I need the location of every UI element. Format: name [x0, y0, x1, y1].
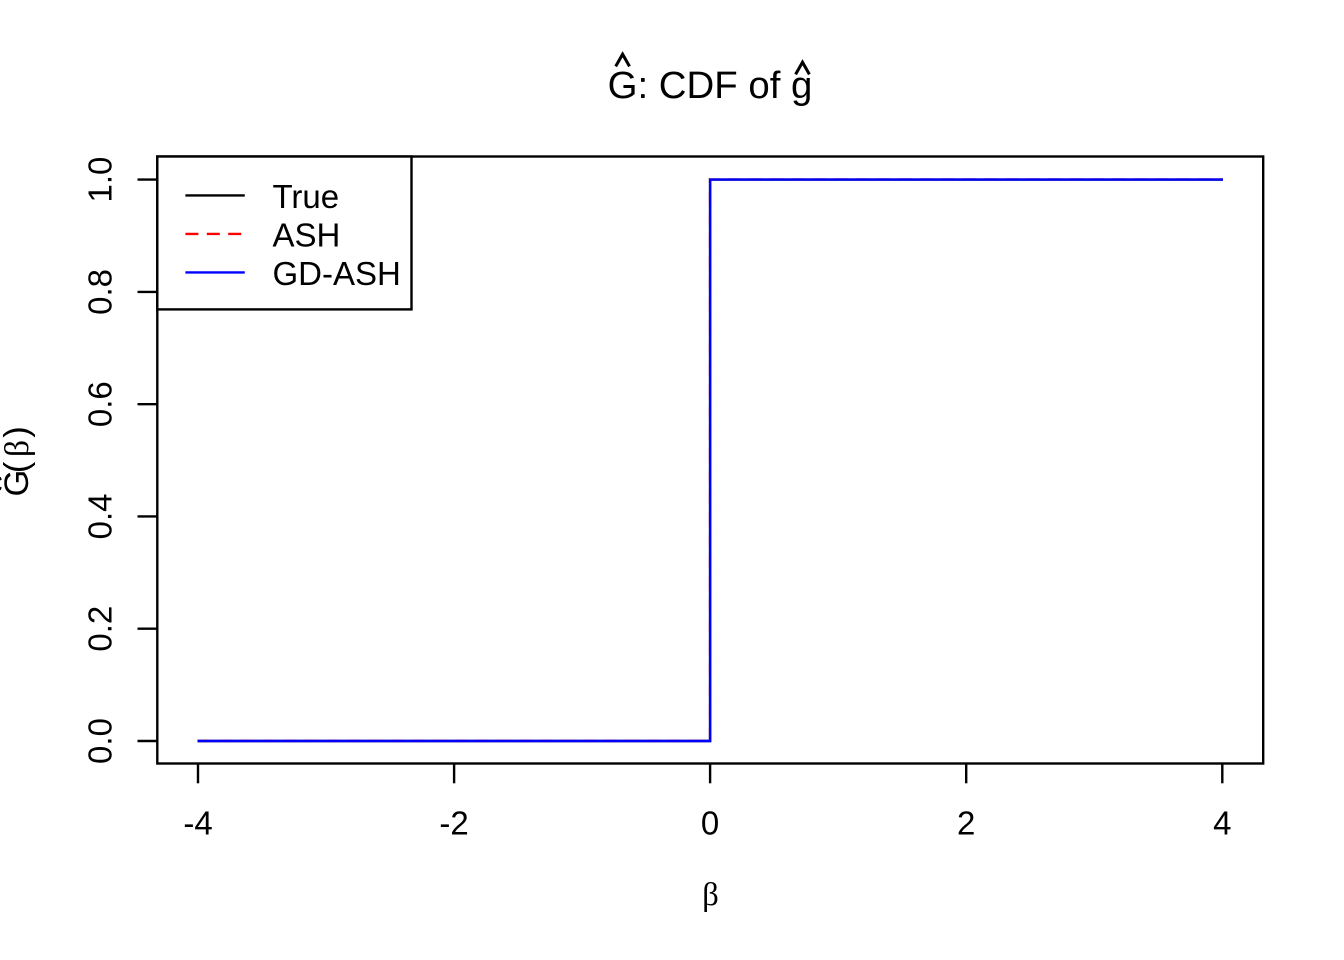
svg-text:1.0: 1.0 [82, 157, 119, 203]
svg-text:0.8: 0.8 [82, 269, 119, 315]
svg-text:2: 2 [957, 804, 975, 841]
svg-text:0.0: 0.0 [82, 718, 119, 764]
svg-text:GD-ASH: GD-ASH [273, 255, 401, 292]
svg-text:0: 0 [701, 804, 719, 841]
svg-text:β: β [702, 877, 719, 913]
svg-text:0.6: 0.6 [82, 381, 119, 427]
svg-text:4: 4 [1213, 804, 1231, 841]
svg-text:-4: -4 [183, 804, 212, 841]
svg-text:True: True [273, 178, 340, 215]
svg-text:ASH: ASH [273, 217, 341, 254]
svg-text:G: CDF of g: G: CDF of g [608, 64, 813, 107]
svg-text:G(β): G(β) [0, 426, 36, 496]
svg-text:0.2: 0.2 [82, 606, 119, 652]
svg-text:0.4: 0.4 [82, 493, 119, 539]
svg-text:-2: -2 [439, 804, 468, 841]
